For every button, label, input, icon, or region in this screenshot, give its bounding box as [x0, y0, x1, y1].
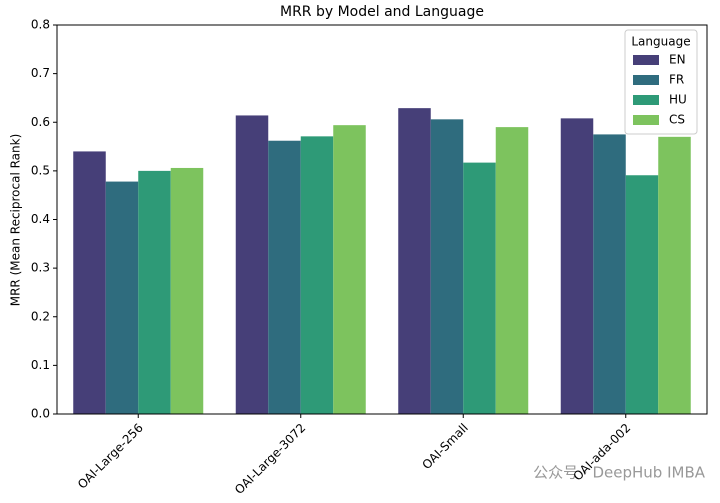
y-tick-label: 0.2: [31, 309, 50, 323]
y-axis-label: MRR (Mean Reciprocal Rank): [9, 134, 23, 307]
x-tick-label: OAI-Small: [419, 421, 470, 472]
y-tick-label: 0.4: [31, 212, 50, 226]
axes-frame: [56, 24, 708, 415]
legend-swatch: [633, 75, 659, 85]
x-tick-label: OAI-Large-3072: [232, 421, 308, 497]
y-tick-label: 0.6: [31, 115, 50, 129]
bar: [170, 167, 204, 414]
y-tick-label: 0.3: [31, 261, 50, 275]
bar: [495, 127, 529, 415]
y-tick-label: 0.7: [31, 66, 50, 80]
bar: [235, 115, 269, 414]
legend-swatch: [633, 55, 659, 65]
bar: [300, 136, 334, 414]
bar: [105, 181, 139, 414]
y-tick-label: 0.5: [31, 163, 50, 177]
bar: [268, 140, 301, 415]
watermark: 公众号 · DeepHub IMBA: [533, 464, 706, 482]
bar: [625, 175, 659, 414]
legend-swatch: [633, 115, 659, 125]
legend-label: HU: [669, 93, 687, 107]
chart-title: MRR by Model and Language: [280, 4, 484, 20]
legend-label: EN: [669, 53, 686, 67]
bar: [560, 118, 594, 415]
legend-label: CS: [669, 113, 685, 127]
bar: [138, 170, 171, 414]
legend-label: FR: [669, 73, 684, 87]
bar: [463, 162, 496, 414]
legend-swatch: [633, 95, 659, 105]
y-tick-label: 0.0: [31, 407, 50, 421]
bar: [73, 151, 106, 415]
bar: [430, 119, 464, 415]
bar: [593, 134, 626, 414]
bar: [398, 108, 431, 415]
bar: [333, 125, 366, 414]
y-tick-label: 0.1: [31, 358, 50, 372]
bar: [658, 136, 691, 414]
x-tick-label: OAI-Large-256: [75, 421, 146, 492]
y-tick-label: 0.8: [31, 18, 50, 32]
legend-title: Language: [631, 35, 690, 49]
